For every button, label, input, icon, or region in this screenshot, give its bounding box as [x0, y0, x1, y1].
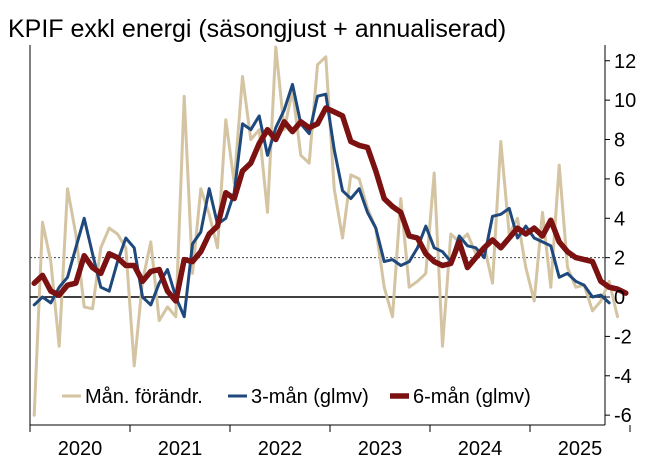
x-tick-label: 2024 — [458, 438, 503, 460]
y-tick-label: -4 — [614, 366, 632, 388]
legend-label: Mån. förändr. — [85, 386, 203, 408]
y-tick-label: 4 — [614, 208, 625, 230]
y-tick-label: -2 — [614, 326, 632, 348]
x-tick-label: 2022 — [258, 438, 303, 460]
series-line-3m — [32, 82, 611, 319]
chart-title: KPIF exkl energi (säsongjust + annualise… — [8, 15, 506, 43]
y-tick-label: 6 — [614, 169, 625, 191]
legend-label: 3-mån (glmv) — [251, 386, 369, 408]
reference-lines — [30, 257, 605, 298]
plot-frame — [29, 45, 606, 426]
x-tick-label: 2023 — [358, 438, 403, 460]
y-tick-label: 0 — [614, 287, 625, 309]
y-tick-label: -6 — [614, 405, 632, 427]
y-tick-label: 12 — [614, 51, 636, 73]
y-tick-label: 8 — [614, 130, 625, 152]
y-tick-label: 2 — [614, 248, 625, 270]
legend-label: 6-mån (glmv) — [413, 386, 531, 408]
x-tick-label: 2020 — [58, 438, 103, 460]
y-tick-label: 10 — [614, 90, 636, 112]
legend: Mån. förändr. 3-mån (glmv) 6-mån (glmv) — [62, 386, 531, 408]
series-lines — [31, 45, 629, 417]
x-axis: 2020 2021 2022 2023 2024 2025 — [29, 425, 631, 460]
y-axis: -6 -4 -2 0 2 4 6 8 10 12 — [605, 51, 636, 427]
x-tick-label: 2025 — [558, 438, 603, 460]
x-tick-label: 2021 — [158, 438, 203, 460]
series-line-6m — [31, 105, 629, 304]
